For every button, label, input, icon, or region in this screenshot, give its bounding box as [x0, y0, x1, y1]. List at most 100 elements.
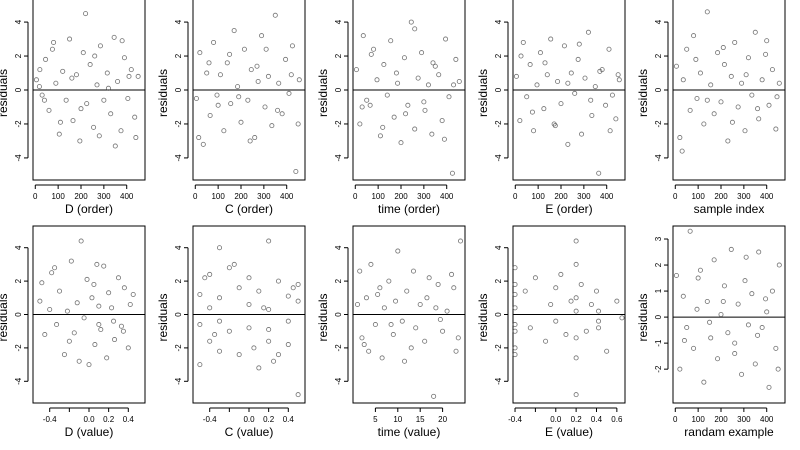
data-point	[359, 104, 365, 110]
data-point	[422, 107, 428, 113]
data-point	[725, 138, 731, 144]
data-point	[46, 107, 52, 113]
data-point	[91, 281, 97, 287]
data-point	[766, 102, 772, 108]
x-axis-label: E (value)	[545, 425, 593, 439]
data-point	[266, 306, 272, 312]
data-point	[585, 29, 591, 35]
data-point	[125, 95, 131, 101]
y-tick-label: 2	[334, 53, 343, 58]
data-point	[374, 77, 380, 83]
y-tick-label: 2	[14, 53, 23, 58]
data-point	[677, 135, 683, 141]
data-point	[542, 60, 548, 66]
data-point	[120, 328, 126, 334]
data-point	[395, 80, 401, 86]
data-point	[286, 90, 292, 96]
y-axis-label: residuals	[156, 293, 170, 341]
data-point	[92, 53, 98, 59]
data-point	[288, 72, 294, 78]
data-point	[578, 281, 584, 287]
data-point	[37, 67, 43, 73]
x-tick-label: 0	[353, 192, 358, 201]
data-point	[236, 285, 242, 291]
data-point	[293, 169, 299, 175]
data-point	[207, 338, 213, 344]
data-point	[197, 362, 203, 368]
x-tick-label: 300	[737, 192, 751, 201]
data-point	[565, 80, 571, 86]
data-point	[272, 12, 278, 18]
data-point	[707, 319, 713, 325]
data-point	[101, 263, 107, 269]
data-point	[446, 94, 452, 100]
data-point	[430, 60, 436, 66]
data-point	[458, 238, 464, 244]
data-point	[592, 84, 598, 90]
data-point	[371, 46, 377, 52]
y-axis-label: residuals	[316, 69, 330, 117]
data-point	[111, 34, 117, 40]
data-point	[769, 288, 775, 294]
data-point	[132, 114, 138, 120]
data-point	[130, 291, 136, 297]
y-tick-label: -2	[654, 365, 663, 373]
data-point	[432, 63, 438, 69]
data-point	[440, 328, 446, 334]
data-point	[217, 318, 223, 324]
x-tick-label: 200	[554, 192, 568, 201]
data-point	[403, 111, 409, 117]
data-point	[743, 254, 749, 260]
data-point	[36, 84, 42, 90]
data-point	[353, 67, 359, 73]
data-point	[393, 70, 399, 76]
data-point	[94, 82, 100, 88]
data-point	[588, 301, 594, 307]
x-tick-label: 0	[33, 192, 38, 201]
x-tick-label: 0.0	[243, 415, 255, 424]
data-point	[776, 262, 782, 268]
y-tick-label: -4	[334, 377, 343, 385]
data-point	[279, 111, 285, 117]
data-point	[217, 72, 223, 78]
data-point	[752, 29, 758, 35]
data-point	[202, 275, 208, 281]
data-point	[596, 325, 602, 331]
data-point	[119, 38, 125, 44]
data-point	[236, 352, 242, 358]
data-point	[133, 135, 139, 141]
data-point	[732, 351, 738, 357]
data-point	[393, 298, 399, 304]
data-point	[366, 348, 372, 354]
data-point	[544, 72, 550, 78]
data-point	[437, 317, 443, 323]
data-point	[573, 308, 579, 314]
y-tick-label: 2	[14, 278, 23, 283]
y-tick-label: 2	[174, 53, 183, 58]
data-point	[121, 285, 127, 291]
x-tick-label: 200	[234, 192, 248, 201]
data-point	[381, 62, 387, 68]
data-point	[422, 338, 428, 344]
x-axis-label: time (order)	[378, 202, 440, 216]
data-point	[97, 43, 103, 49]
data-point	[520, 39, 526, 45]
y-axis-label: residuals	[0, 69, 10, 117]
data-point	[439, 118, 445, 124]
data-point	[227, 51, 233, 57]
data-point	[721, 283, 727, 289]
data-point	[408, 345, 414, 351]
data-point	[404, 288, 410, 294]
data-point	[704, 298, 710, 304]
data-point	[711, 111, 717, 117]
data-point	[704, 9, 710, 15]
data-point	[749, 92, 755, 98]
y-tick-label: -2	[654, 120, 663, 128]
data-point	[193, 95, 199, 101]
y-tick-label: -4	[14, 377, 23, 385]
x-tick-label: 200	[714, 415, 728, 424]
data-point	[254, 63, 260, 69]
data-point	[589, 112, 595, 118]
data-point	[573, 295, 579, 301]
data-point	[386, 278, 392, 284]
